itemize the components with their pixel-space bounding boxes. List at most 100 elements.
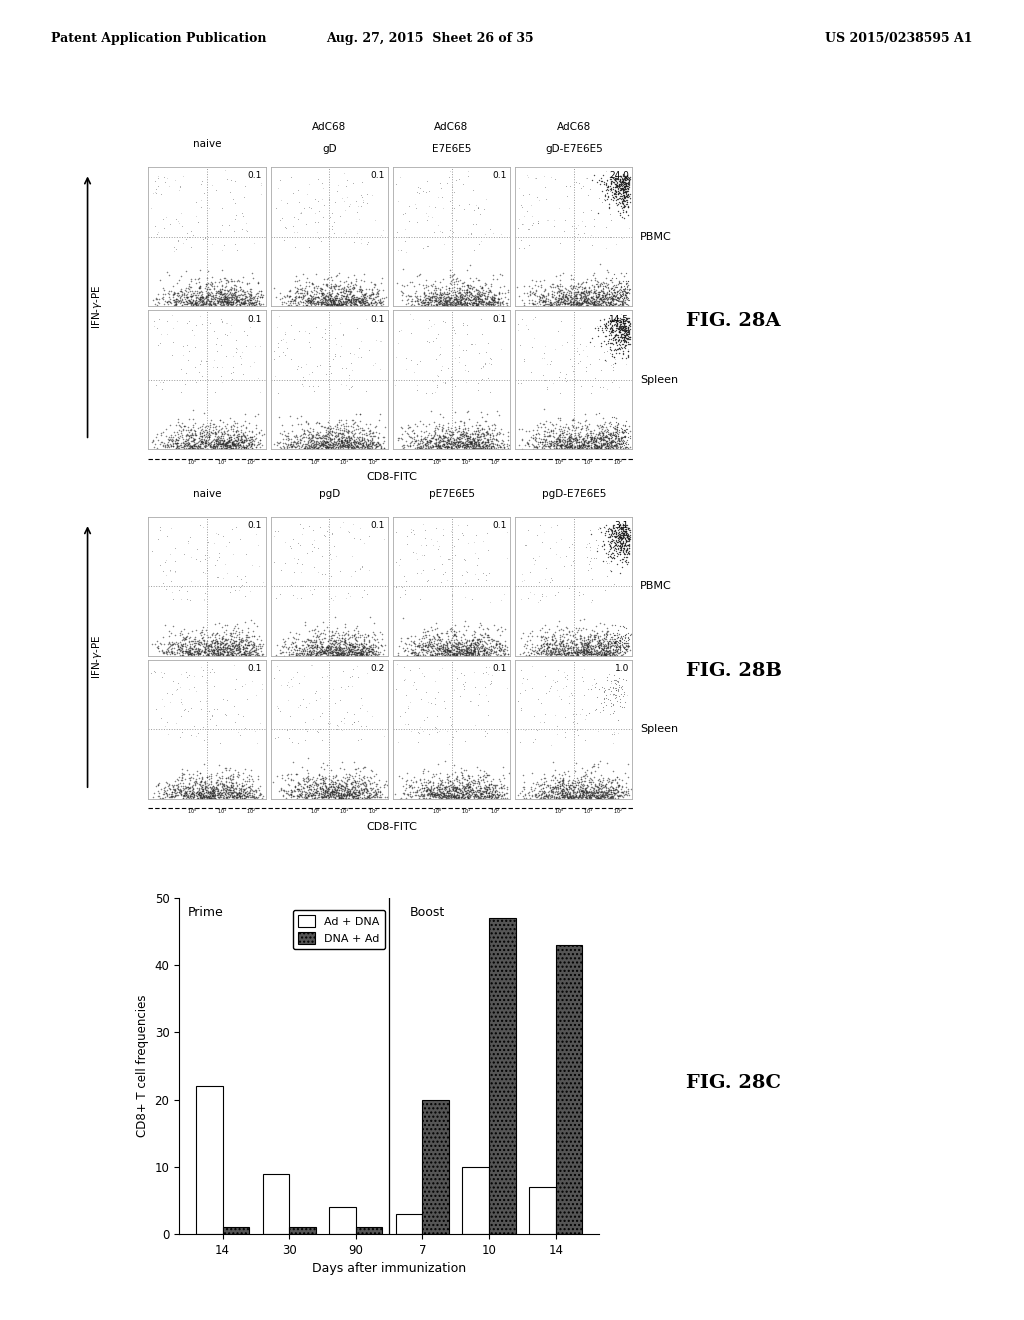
Point xyxy=(615,314,632,335)
Point xyxy=(336,644,352,665)
Point xyxy=(416,281,432,302)
Point xyxy=(419,783,435,804)
Point xyxy=(617,549,634,570)
Point xyxy=(488,434,505,455)
Point xyxy=(416,777,432,799)
Point xyxy=(194,288,210,309)
Point xyxy=(614,532,631,553)
Point xyxy=(191,289,208,310)
Point xyxy=(242,780,258,801)
Point xyxy=(284,289,300,310)
Point xyxy=(207,626,223,647)
Point xyxy=(432,432,449,453)
Point xyxy=(421,632,437,653)
Point xyxy=(185,429,202,450)
Point xyxy=(173,359,189,380)
Point xyxy=(298,294,314,315)
Point xyxy=(494,785,510,807)
Point xyxy=(191,784,208,805)
Point xyxy=(605,169,622,190)
Point xyxy=(203,271,219,292)
Point xyxy=(361,787,378,808)
Point xyxy=(567,436,584,457)
Point xyxy=(439,426,456,447)
Point xyxy=(612,436,629,457)
Point xyxy=(587,438,603,459)
Point xyxy=(319,644,336,665)
Point xyxy=(153,432,169,453)
Point xyxy=(217,289,233,310)
Point xyxy=(186,635,203,656)
Point xyxy=(335,787,351,808)
Point xyxy=(308,430,325,451)
Point xyxy=(430,438,446,459)
Point xyxy=(465,277,481,298)
Point xyxy=(343,433,359,454)
Point xyxy=(369,784,385,805)
Point xyxy=(617,183,634,205)
Point xyxy=(541,293,557,314)
Point xyxy=(349,347,366,368)
Point xyxy=(577,729,593,750)
Point xyxy=(472,281,488,302)
Point xyxy=(450,787,466,808)
Point xyxy=(359,437,376,458)
Point xyxy=(207,624,223,645)
Point xyxy=(316,268,333,289)
Point xyxy=(613,532,630,553)
Point xyxy=(546,632,562,653)
Point xyxy=(614,536,631,557)
Point xyxy=(182,437,199,458)
Point xyxy=(346,289,362,310)
Point xyxy=(482,591,499,612)
Point xyxy=(608,315,625,337)
Point xyxy=(359,785,376,807)
Point xyxy=(488,787,505,808)
Point xyxy=(348,643,365,664)
Point xyxy=(597,425,613,446)
Point xyxy=(215,636,231,657)
Point xyxy=(308,689,325,710)
Point xyxy=(612,429,629,450)
Point xyxy=(500,288,516,309)
Point xyxy=(182,268,199,289)
Point xyxy=(202,412,218,433)
Point xyxy=(222,581,239,602)
Point xyxy=(593,335,609,356)
Point xyxy=(605,438,622,459)
Point xyxy=(568,752,585,774)
Point xyxy=(150,528,166,549)
Point xyxy=(296,643,312,664)
Point xyxy=(307,293,324,314)
Point xyxy=(229,638,246,659)
Point xyxy=(395,282,412,304)
Point xyxy=(467,644,483,665)
Point xyxy=(199,285,215,306)
Point xyxy=(606,321,623,342)
Point xyxy=(571,173,588,194)
Point xyxy=(191,515,208,536)
Point xyxy=(184,428,201,449)
Point xyxy=(469,643,485,664)
Point xyxy=(605,535,622,556)
Point xyxy=(183,420,200,441)
Point xyxy=(601,527,617,548)
Point xyxy=(182,638,199,659)
Point xyxy=(365,425,381,446)
Point xyxy=(494,781,510,803)
Point xyxy=(298,354,314,375)
Point xyxy=(329,293,345,314)
Point xyxy=(424,628,440,649)
Point xyxy=(225,780,242,801)
Point xyxy=(303,426,319,447)
Point xyxy=(411,785,427,807)
Point xyxy=(480,429,497,450)
Point xyxy=(470,436,486,457)
Point xyxy=(616,185,633,206)
Point xyxy=(615,527,632,548)
Point xyxy=(422,787,438,808)
Point xyxy=(622,319,638,341)
Point xyxy=(327,639,343,660)
Point xyxy=(212,289,228,310)
Point xyxy=(202,432,218,453)
